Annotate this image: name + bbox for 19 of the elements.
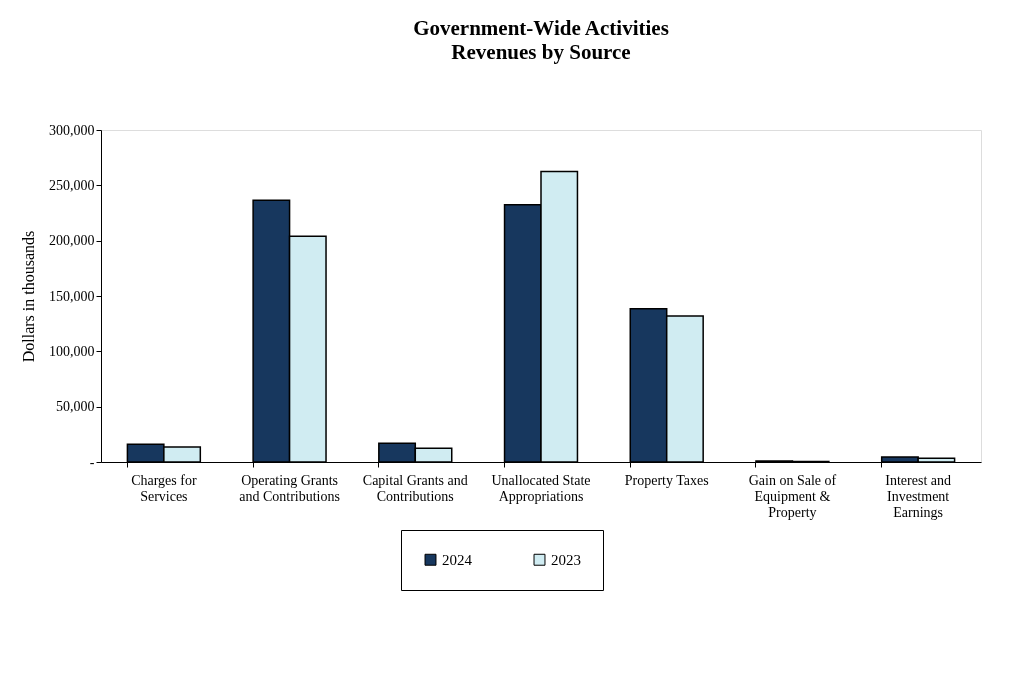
- chart-title: Government-Wide Activities: [413, 16, 669, 40]
- chart-subtitle: Revenues by Source: [451, 40, 631, 64]
- y-tick-label: 300,000: [49, 122, 95, 138]
- x-tick-label: Property Taxes: [624, 472, 709, 488]
- x-tick-label: Charges for Services: [131, 472, 197, 504]
- y-tick-label: 50,000: [56, 399, 95, 415]
- legend-label: 2024: [442, 551, 473, 568]
- x-tick-label: Gain on Sale of Equipment & Property: [748, 472, 837, 520]
- y-tick-label: 150,000: [49, 288, 95, 304]
- x-tick-label: Interest and Investment Earnings: [885, 472, 951, 520]
- y-tick-label: -: [89, 454, 95, 470]
- x-tick-label: Unallocated State Appropriations: [491, 472, 591, 504]
- y-tick-label: 200,000: [49, 233, 95, 249]
- x-tick-label: Capital Grants and Contributions: [362, 472, 468, 504]
- y-tick-label: 100,000: [49, 343, 95, 359]
- x-tick-label: Operating Grants and Contributions: [239, 472, 340, 504]
- y-axis-title: Dollars in thousands: [20, 230, 37, 363]
- y-tick-label: 250,000: [49, 177, 95, 193]
- legend-label: 2023: [551, 551, 581, 568]
